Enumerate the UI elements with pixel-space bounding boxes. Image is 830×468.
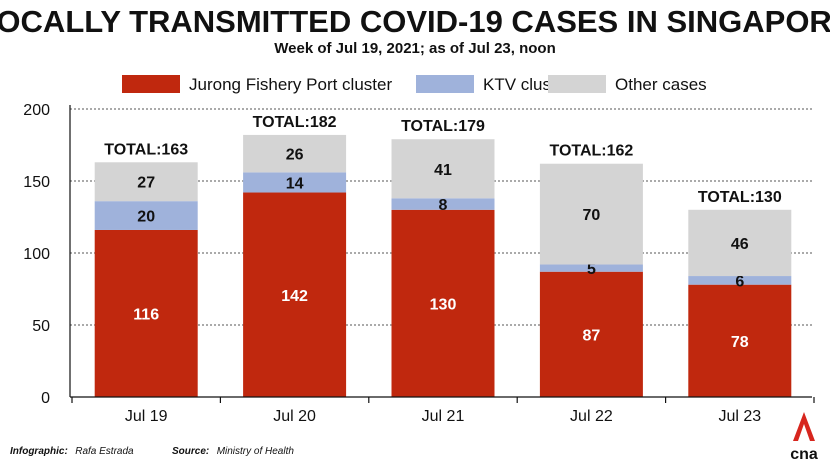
x-tick-label: Jul 20: [273, 408, 316, 425]
bar-segment: [688, 276, 792, 285]
bar-value-label: 8: [439, 197, 448, 214]
credit-value: Rafa Estrada: [75, 446, 134, 457]
source-key: Source:: [172, 446, 209, 457]
bar-value-label: 6: [735, 273, 744, 290]
bar-value-label: 41: [434, 162, 452, 179]
legend-label: Other cases: [615, 75, 707, 94]
cna-logo: cna: [790, 412, 818, 463]
bar-value-label: 116: [133, 306, 159, 323]
bar-segment: [539, 264, 643, 272]
bar-total-label: TOTAL:163: [104, 141, 188, 158]
y-tick-label: 200: [23, 102, 50, 119]
source-value: Ministry of Health: [217, 446, 295, 457]
bar-value-label: 20: [137, 209, 155, 226]
y-axis: 0 50 100 150 200: [23, 102, 71, 407]
footer: Infographic: Rafa Estrada Source: Minist…: [10, 441, 294, 458]
chart-subtitle: Week of Jul 19, 2021; as of Jul 23, noon: [274, 40, 555, 57]
bar-total-label: TOTAL:179: [401, 118, 485, 135]
bar-segment: [539, 163, 643, 265]
bar-segment: [243, 134, 347, 173]
bar-segment: [391, 139, 495, 199]
legend-swatch: [122, 75, 180, 93]
bars: 116 20 27 TOTAL:163 142 14 26 TOTAL:182 130 8 41 TO…: [94, 114, 792, 397]
bar-value-label: 142: [281, 288, 308, 305]
bar-segment: [243, 192, 347, 397]
cna-logo-mark: [793, 412, 815, 441]
legend-label: Jurong Fishery Port cluster: [189, 75, 392, 94]
bar-segment: [94, 229, 198, 397]
bar-value-label: 5: [587, 261, 596, 278]
bar-segment: [94, 162, 198, 202]
bar-value-label: 130: [430, 296, 457, 313]
bar-value-label: 26: [286, 147, 304, 164]
bar-segment: [391, 209, 495, 397]
y-tick-label: 0: [41, 390, 50, 407]
bar-segment: [243, 172, 347, 193]
svg-text:Infographic: Rafa Estrad: Infographic: Rafa Estrada: [10, 441, 134, 458]
bar-segment: [688, 209, 792, 277]
bar-segment: [688, 284, 792, 397]
bar-segment: [539, 271, 643, 397]
bar-total-label: TOTAL:162: [549, 143, 633, 160]
bar-segment: [94, 201, 198, 230]
x-tick-label: Jul 19: [125, 408, 168, 425]
y-tick-label: 50: [32, 318, 50, 335]
bar-value-label: 87: [583, 327, 601, 344]
bar-value-label: 70: [583, 207, 601, 224]
bar-total-label: TOTAL:182: [253, 114, 337, 131]
cna-logo-text: cna: [790, 446, 818, 463]
y-tick-label: 150: [23, 174, 50, 191]
bar-segment: [391, 198, 495, 210]
x-axis: Jul 19 Jul 20 Jul 21 Jul 22 Jul 23: [70, 396, 815, 425]
x-tick-label: Jul 22: [570, 408, 613, 425]
x-tick-label: Jul 23: [718, 408, 761, 425]
x-tick-label: Jul 21: [422, 408, 465, 425]
y-tick-label: 100: [23, 246, 50, 263]
credit-key: Infographic:: [10, 446, 68, 457]
chart-title: LOCALLY TRANSMITTED COVID-19 CASES IN SI…: [0, 4, 830, 39]
bar-total-label: TOTAL:130: [698, 189, 782, 206]
bar-value-label: 78: [731, 334, 749, 351]
svg-text:Source: Ministry of Heal: Source: Ministry of Health: [172, 441, 294, 458]
bar-value-label: 14: [286, 175, 304, 192]
bar-value-label: 46: [731, 236, 749, 253]
legend-swatch: [416, 75, 474, 93]
legend: Jurong Fishery Port cluster KTV cluster Ot…: [122, 75, 707, 94]
bar-value-label: 27: [137, 175, 155, 192]
legend-swatch: [548, 75, 606, 93]
